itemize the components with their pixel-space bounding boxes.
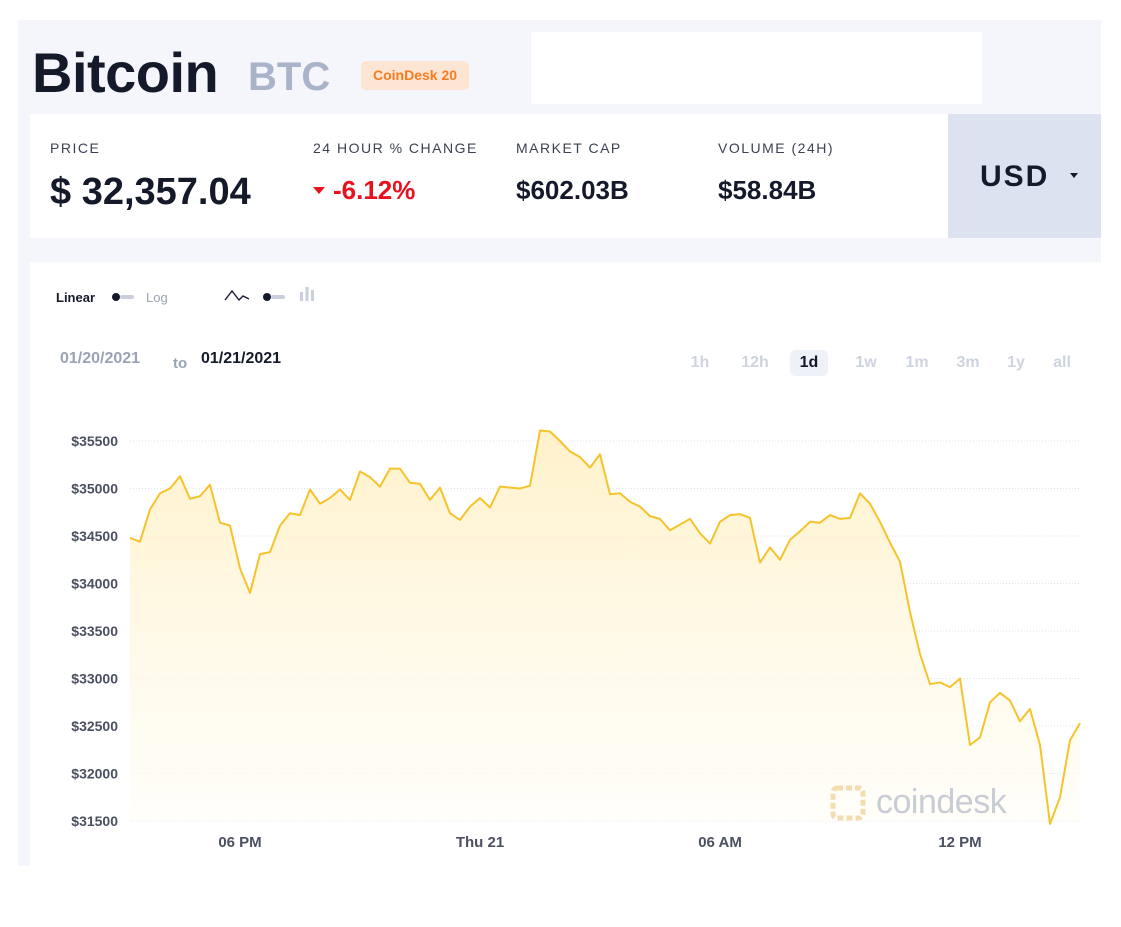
asset-name: Bitcoin bbox=[32, 41, 219, 104]
y-tick-label: $32500 bbox=[71, 718, 118, 734]
price-area bbox=[130, 430, 1080, 824]
scale-toggle[interactable] bbox=[112, 293, 134, 301]
y-tick-label: $34000 bbox=[71, 576, 118, 592]
volume-value: $58.84B bbox=[718, 175, 817, 205]
range-button-all[interactable]: all bbox=[1053, 354, 1071, 371]
currency-label: USD bbox=[980, 160, 1050, 193]
asset-header: Bitcoin BTC CoinDesk 20 bbox=[18, 20, 1101, 114]
watermark-text: coindesk bbox=[876, 783, 1007, 821]
chevron-down-icon bbox=[1070, 173, 1078, 178]
asset-panel: Bitcoin BTC CoinDesk 20 PRICE $ 32,357.0… bbox=[18, 20, 1101, 866]
coindesk-watermark: coindesk bbox=[830, 782, 1030, 822]
range-button-1y[interactable]: 1y bbox=[1007, 354, 1025, 371]
x-tick-label: 12 PM bbox=[938, 834, 981, 851]
price-label: PRICE bbox=[50, 140, 101, 156]
caret-down-icon bbox=[313, 186, 325, 194]
date-to[interactable]: 01/21/2021 bbox=[201, 350, 282, 367]
price-line bbox=[129, 429, 1081, 825]
date-separator: to bbox=[173, 355, 188, 372]
line-chart-icon[interactable] bbox=[224, 288, 250, 304]
scale-linear-label[interactable]: Linear bbox=[56, 290, 96, 305]
market-cap-value: $602.03B bbox=[516, 175, 629, 205]
range-button-1d[interactable]: 1d bbox=[790, 350, 828, 376]
y-tick-label: $31500 bbox=[71, 813, 118, 829]
x-tick-label: 06 PM bbox=[218, 834, 261, 851]
y-tick-label: $33000 bbox=[71, 671, 118, 687]
change-label: 24 HOUR % CHANGE bbox=[313, 140, 478, 156]
x-tick-label: 06 AM bbox=[698, 834, 742, 851]
market-cap-label: MARKET CAP bbox=[516, 140, 622, 156]
x-tick-label: Thu 21 bbox=[456, 834, 504, 851]
price-chart: $35500 $35000 $34500 $34000 $33500 $33000 $325… bbox=[71, 429, 1081, 851]
range-button-3m[interactable]: 3m bbox=[956, 354, 980, 371]
range-button-1w[interactable]: 1w bbox=[855, 354, 877, 371]
stats-bar: PRICE $ 32,357.04 24 HOUR % CHANGE -6.12… bbox=[30, 114, 948, 238]
y-tick-label: $35500 bbox=[71, 433, 118, 449]
asset-symbol: BTC bbox=[248, 55, 331, 99]
price-value: $ 32,357.04 bbox=[50, 171, 251, 213]
change-wrap: -6.12% bbox=[313, 174, 415, 206]
change-value: -6.12% bbox=[333, 175, 416, 205]
ad-slot bbox=[531, 32, 982, 104]
currency-select[interactable]: USD bbox=[948, 114, 1101, 238]
y-tick-label: $32000 bbox=[71, 766, 118, 782]
y-axis: $35500 $35000 $34500 $34000 $33500 $33000 $325… bbox=[71, 433, 118, 829]
range-button-1m[interactable]: 1m bbox=[905, 354, 929, 371]
candlestick-icon[interactable] bbox=[298, 286, 316, 304]
y-tick-label: $33500 bbox=[71, 623, 118, 639]
y-tick-label: $34500 bbox=[71, 528, 118, 544]
scale-log-label[interactable]: Log bbox=[146, 290, 168, 305]
range-button-1h[interactable]: 1h bbox=[690, 354, 710, 371]
y-tick-label: $35000 bbox=[71, 481, 118, 497]
range-button-12h[interactable]: 12h bbox=[741, 354, 769, 371]
coindesk-logo-icon bbox=[830, 785, 866, 821]
chart-type-toggle[interactable] bbox=[263, 293, 285, 301]
date-from[interactable]: 01/20/2021 bbox=[60, 350, 141, 367]
index-badge[interactable]: CoinDesk 20 bbox=[361, 61, 470, 90]
chart-card: Linear Log 01/20/2021 to 01/21/2021 1h 12… bbox=[30, 262, 1101, 866]
volume-label: VOLUME (24H) bbox=[718, 140, 835, 156]
x-axis: 06 PM Thu 21 06 AM 12 PM bbox=[218, 834, 981, 851]
